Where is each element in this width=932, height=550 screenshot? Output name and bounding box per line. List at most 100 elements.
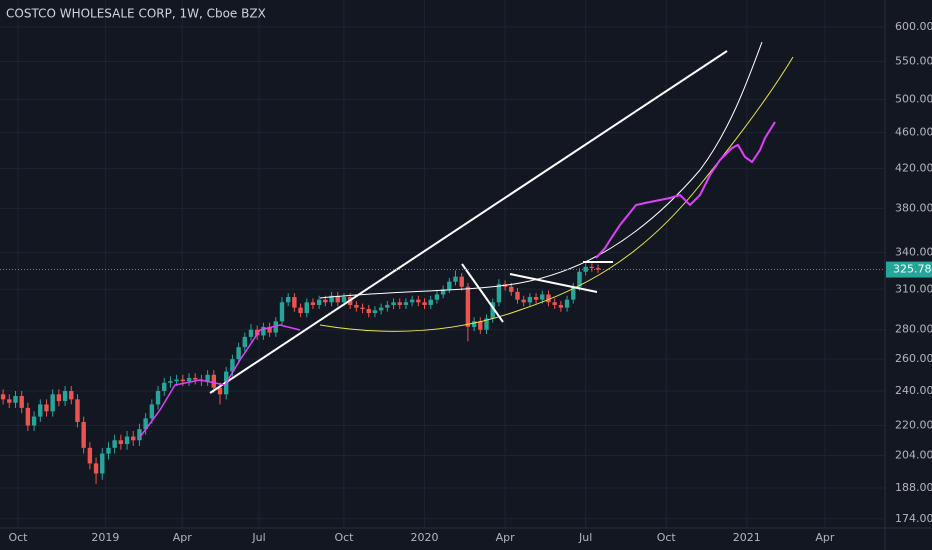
candle-body [471, 321, 477, 327]
candle-body [87, 447, 93, 464]
candle-body [285, 297, 291, 303]
candle-body [335, 295, 340, 303]
candle-body [589, 266, 595, 269]
candle-body [25, 407, 31, 426]
drawings [139, 41, 794, 438]
candle-body [484, 318, 489, 330]
x-tick-label: 2021 [733, 531, 761, 544]
candle-body [193, 377, 198, 380]
candle-body [168, 381, 173, 383]
x-tick-label: Apr [815, 531, 835, 544]
candle-body [434, 294, 440, 300]
candle-body [217, 387, 223, 395]
candle-body [552, 302, 557, 305]
x-tick-label: Apr [496, 531, 516, 544]
candle-body [366, 308, 371, 314]
candle-body [162, 382, 167, 391]
candle-body [459, 276, 464, 287]
candle-body [118, 440, 124, 445]
candle-body [7, 399, 12, 403]
candle-body [595, 268, 601, 270]
y-tick-label: 280.00 [895, 323, 932, 336]
y-tick-label: 600.00 [895, 20, 932, 33]
y-tick-label: 204.00 [895, 449, 932, 462]
candle-body [100, 453, 105, 474]
candle-body [496, 284, 502, 303]
candle-body [242, 336, 248, 348]
candle-body [124, 436, 130, 445]
candle-body [341, 297, 347, 303]
candle-body [577, 271, 582, 287]
candle-body [515, 291, 520, 300]
projection-line [595, 121, 776, 259]
last-price-box [886, 261, 932, 278]
candle-body [564, 299, 570, 308]
y-tick-label: 188.00 [895, 481, 932, 494]
x-tick-label: Oct [334, 531, 354, 544]
candle-body [546, 294, 551, 303]
candle-body [453, 276, 458, 282]
x-tick-label: Apr [173, 531, 193, 544]
y-tick-label: 550.00 [895, 54, 932, 67]
candle-body [391, 302, 396, 305]
x-tick-label: 2019 [91, 531, 119, 544]
candle-body [409, 299, 415, 303]
candle-body [478, 321, 483, 330]
candle-body [186, 377, 192, 382]
candle-body [230, 359, 235, 372]
x-tick-label: Oct [8, 531, 28, 544]
candle-body [298, 307, 303, 314]
candle-body [56, 394, 62, 402]
candle-body [354, 304, 359, 308]
candle-body [378, 307, 384, 311]
last-price-label: 325.78 [893, 263, 932, 276]
x-tick-label: Jul [578, 531, 592, 544]
candle-body [112, 440, 117, 448]
candle-body [50, 394, 55, 412]
candle-body [304, 302, 309, 314]
y-tick-label: 310.00 [895, 282, 932, 295]
candle-body [416, 299, 421, 303]
candle-body [447, 281, 452, 290]
trend-line [509, 273, 598, 293]
candle-body [69, 390, 74, 400]
candle-body [279, 302, 285, 322]
candle-body [149, 404, 155, 419]
candle-body [254, 329, 260, 336]
y-tick-label: 500.00 [895, 92, 932, 105]
y-tick-label: 460.00 [895, 125, 932, 138]
trend-line [209, 50, 728, 394]
candle-body [440, 289, 446, 295]
candle-body [143, 418, 148, 430]
candle-body [137, 429, 142, 441]
curve-yellow [319, 56, 794, 332]
candle-body [490, 302, 495, 319]
candle-body [509, 286, 514, 292]
trend-line [461, 263, 504, 323]
candle-body [205, 374, 210, 382]
x-tick-label: 2020 [411, 531, 439, 544]
candle-body [465, 286, 471, 327]
candle-body [13, 395, 18, 403]
moving-average [139, 324, 301, 438]
candle-body [428, 299, 433, 305]
candle-body [81, 421, 86, 448]
y-tick-label: 240.00 [895, 384, 932, 397]
candle-body [310, 302, 316, 305]
candle-body [93, 463, 99, 474]
candle-body [75, 399, 80, 422]
candle-body [106, 447, 111, 454]
candle-body [174, 379, 179, 382]
candle-body [31, 416, 37, 426]
y-tick-label: 420.00 [895, 162, 932, 175]
y-tick-label: 380.00 [895, 201, 932, 214]
candle-body [261, 326, 266, 336]
candle-body [323, 299, 328, 303]
candle-body [131, 436, 136, 441]
candle-body [372, 310, 378, 314]
candle-body [571, 286, 576, 300]
candle-body [329, 295, 334, 303]
y-tick-label: 260.00 [895, 352, 932, 365]
